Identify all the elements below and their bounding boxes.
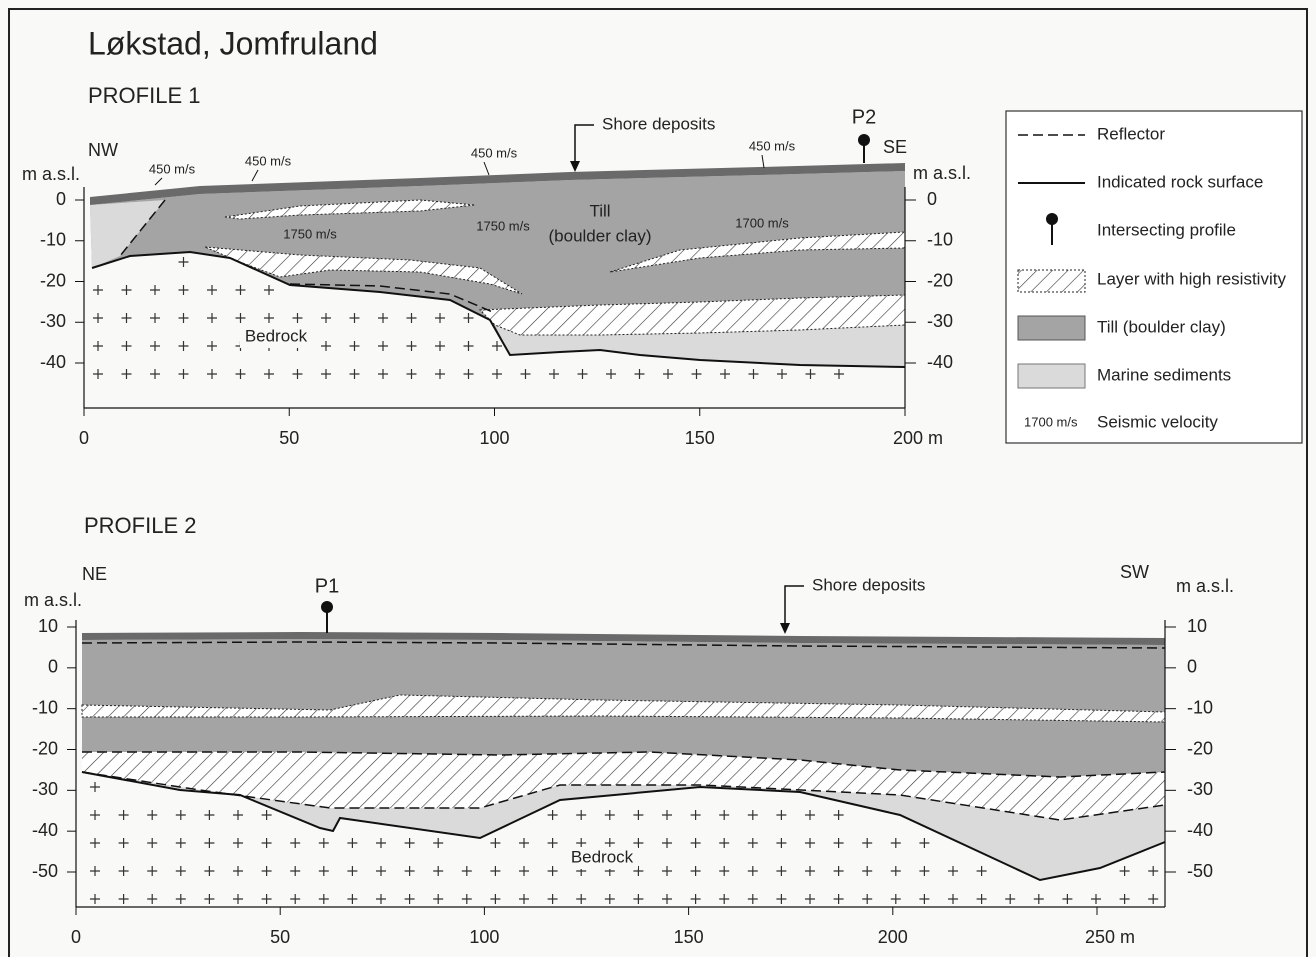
direction-label: NE — [82, 564, 107, 584]
direction-label: SE — [883, 137, 907, 157]
legend-label: Till (boulder clay) — [1097, 317, 1226, 336]
x-tick-label: 150 — [674, 927, 704, 947]
y-tick-label: 10 — [38, 616, 58, 636]
y-tick-label: -10 — [1187, 697, 1213, 717]
x-tick-label: 0 — [71, 927, 81, 947]
y-tick-label: -30 — [1187, 779, 1213, 799]
y-tick-label: 10 — [1187, 616, 1207, 636]
legend-symbol — [1018, 270, 1085, 292]
y-tick-label: -30 — [927, 311, 953, 331]
velocity-label: 450 m/s — [149, 161, 196, 176]
annotation: Shore deposits — [602, 114, 715, 133]
y-tick-label: -10 — [40, 230, 66, 250]
axis-label: m a.s.l. — [22, 164, 80, 184]
y-tick-label: -30 — [40, 311, 66, 331]
y-tick-label: 0 — [48, 657, 58, 677]
direction-label: SW — [1120, 562, 1149, 582]
velocity-label: 450 m/s — [749, 138, 796, 153]
axis-label: m a.s.l. — [913, 163, 971, 183]
y-tick-label: -40 — [927, 352, 953, 372]
legend-label: Reflector — [1097, 124, 1165, 143]
till-label: Till — [589, 201, 610, 220]
profile-label: PROFILE 2 — [84, 513, 196, 538]
y-tick-label: -20 — [40, 270, 66, 290]
legend-symbol: 1700 m/s — [1024, 414, 1078, 429]
velocity-label: 450 m/s — [245, 153, 292, 168]
legend-symbol — [1018, 364, 1085, 388]
y-tick-label: -10 — [927, 230, 953, 250]
legend-symbol — [1018, 316, 1085, 340]
velocity-label: 1700 m/s — [735, 215, 789, 230]
x-tick-label: 50 — [279, 428, 299, 448]
title: Løkstad, Jomfruland — [88, 25, 378, 61]
annotation: Shore deposits — [812, 575, 925, 594]
y-tick-label: -50 — [1187, 861, 1213, 881]
legend-label: Layer with high resistivity — [1097, 269, 1286, 288]
y-tick-label: -20 — [927, 270, 953, 290]
x-tick-label: 0 — [79, 428, 89, 448]
y-tick-label: -10 — [32, 697, 58, 717]
pin-head — [858, 134, 870, 146]
legend-label: Intersecting profile — [1097, 220, 1236, 239]
x-tick-label: 150 — [685, 428, 715, 448]
velocity-label: 1750 m/s — [476, 218, 530, 233]
y-tick-label: -20 — [1187, 738, 1213, 758]
till-label: (boulder clay) — [549, 226, 652, 245]
velocity-label: 1750 m/s — [283, 226, 337, 241]
x-tick-label: 50 — [270, 927, 290, 947]
legend-label: Marine sediments — [1097, 365, 1231, 384]
y-tick-label: -30 — [32, 779, 58, 799]
bedrock-label: Bedrock — [245, 326, 308, 345]
x-tick-label: 250 m — [1085, 927, 1135, 947]
bedrock-label: Bedrock — [571, 847, 634, 866]
profile-label: PROFILE 1 — [88, 83, 200, 108]
intersection-label: P2 — [852, 106, 876, 128]
y-tick-label: -40 — [1187, 820, 1213, 840]
intersection-label: P1 — [315, 575, 339, 597]
axis-label: m a.s.l. — [1176, 576, 1234, 596]
figure: Løkstad, Jomfruland PROFILE 1 PROFILE 2 … — [0, 0, 1316, 957]
legend-label: Indicated rock surface — [1097, 172, 1263, 191]
y-tick-label: 0 — [927, 189, 937, 209]
pin-head — [321, 601, 333, 613]
x-tick-label: 200 m — [893, 428, 943, 448]
y-tick-label: 0 — [1187, 657, 1197, 677]
y-tick-label: -50 — [32, 861, 58, 881]
x-tick-label: 100 — [469, 927, 499, 947]
direction-label: NW — [88, 140, 118, 160]
x-tick-label: 200 — [878, 927, 908, 947]
velocity-label: 450 m/s — [471, 145, 518, 160]
axis-label: m a.s.l. — [24, 590, 82, 610]
y-tick-label: -40 — [40, 352, 66, 372]
y-tick-label: -20 — [32, 738, 58, 758]
legend-label: Seismic velocity — [1097, 412, 1218, 431]
y-tick-label: -40 — [32, 820, 58, 840]
x-tick-label: 100 — [479, 428, 509, 448]
pin-head — [1046, 213, 1058, 225]
y-tick-label: 0 — [56, 189, 66, 209]
